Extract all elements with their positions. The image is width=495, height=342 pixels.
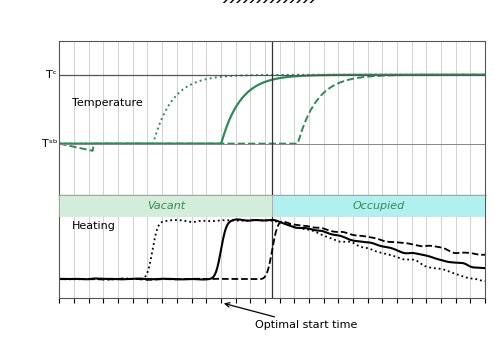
Text: Occupied: Occupied	[352, 201, 405, 211]
Text: Temperature: Temperature	[72, 97, 143, 108]
Text: Tˢᵇ: Tˢᵇ	[42, 139, 57, 149]
Bar	[59, 195, 272, 217]
Text: Optimal start time: Optimal start time	[225, 303, 357, 330]
Text: Heating: Heating	[72, 221, 116, 231]
Text: Tᶜ: Tᶜ	[47, 70, 57, 80]
Text: Vacant: Vacant	[147, 201, 185, 211]
Bar	[272, 195, 485, 217]
